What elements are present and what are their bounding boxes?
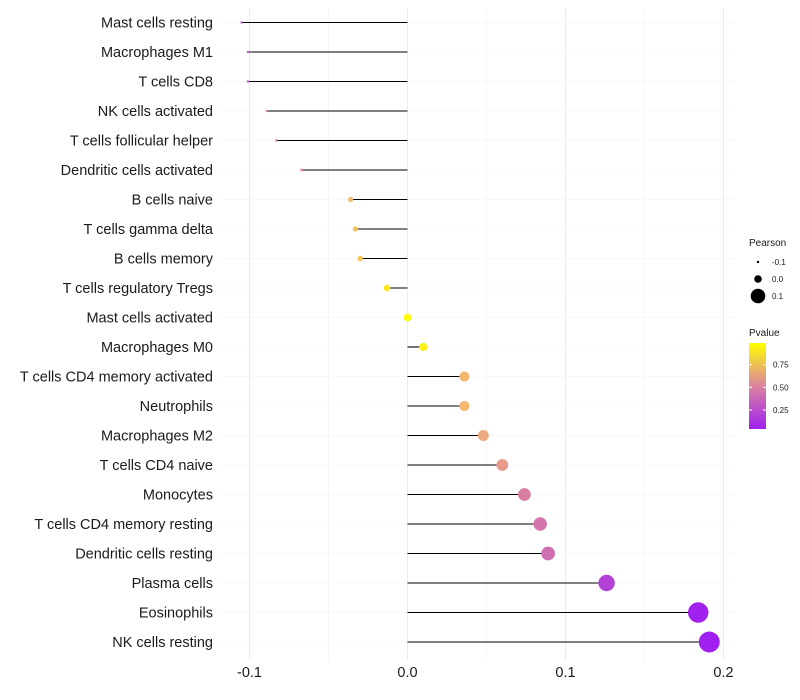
category-label: Plasma cells [132, 576, 213, 592]
size-legend-dot [750, 288, 766, 304]
x-tick-label: 0.2 [713, 665, 733, 681]
category-label: T cells CD4 memory resting [34, 517, 213, 533]
category-label: Eosinophils [139, 606, 213, 622]
category-label: Mast cells resting [101, 16, 213, 32]
data-point [403, 313, 412, 322]
category-label: T cells CD4 memory activated [20, 370, 213, 386]
data-point [348, 196, 354, 203]
data-point [357, 255, 363, 262]
color-legend-bar [749, 343, 766, 429]
x-tick-label: 0.1 [555, 665, 575, 681]
size-legend-title: Pearson [749, 238, 786, 249]
size-legend-label: 0.1 [772, 292, 784, 301]
size-legend-dot [754, 275, 762, 283]
category-label: T cells CD8 [138, 75, 213, 91]
category-label: Macrophages M2 [101, 429, 213, 445]
legend: Pearson -0.1 0.0 0.1 Pvalue 0.75 0.50 0.25 [749, 238, 789, 429]
category-label: NK cells activated [98, 104, 213, 120]
category-label: Macrophages M0 [101, 340, 213, 356]
grid-layer [222, 8, 735, 660]
data-point [459, 371, 470, 382]
color-legend-title: Pvalue [749, 328, 780, 339]
data-point [496, 459, 509, 471]
category-label: Monocytes [143, 488, 213, 504]
size-legend-label: 0.0 [772, 275, 784, 284]
size-legend-dot [756, 260, 760, 264]
category-label: T cells CD4 naive [100, 458, 213, 474]
data-point [518, 488, 531, 501]
category-label: T cells follicular helper [70, 134, 213, 150]
size-legend-label: -0.1 [772, 258, 786, 267]
category-label: B cells memory [114, 252, 214, 268]
data-point [459, 400, 470, 412]
data-point [246, 80, 250, 83]
data-point [477, 430, 489, 441]
category-label: NK cells resting [112, 635, 213, 651]
data-point [352, 226, 358, 232]
data-point [383, 284, 391, 292]
category-label: T cells gamma delta [84, 222, 214, 238]
stem-layer [241, 21, 710, 643]
dot-layer [240, 21, 720, 653]
data-point [265, 109, 269, 113]
category-label: Neutrophils [140, 399, 213, 415]
color-legend-label: 0.25 [773, 406, 789, 415]
data-point [275, 139, 278, 142]
x-tick-label: -0.1 [237, 665, 262, 681]
data-point [300, 168, 304, 172]
data-point [541, 546, 556, 561]
category-label: Dendritic cells activated [61, 163, 213, 179]
data-point [598, 574, 615, 592]
y-axis-labels: Mast cells resting Macrophages M1 T cells … [20, 16, 214, 652]
category-label: Macrophages M1 [101, 45, 213, 61]
category-label: Dendritic cells resting [75, 547, 213, 563]
color-legend-label: 0.50 [773, 383, 789, 392]
category-label: Mast cells activated [86, 311, 213, 327]
data-point [698, 631, 720, 653]
x-axis-ticks: -0.1 0.0 0.1 0.2 [237, 665, 734, 681]
color-legend-label: 0.75 [773, 361, 789, 370]
data-point [419, 342, 428, 352]
color-legend-ticks: 0.75 0.50 0.25 [749, 361, 789, 415]
x-tick-label: 0.0 [397, 665, 417, 681]
data-point [240, 21, 243, 24]
data-point [246, 50, 250, 54]
category-label: B cells naive [132, 193, 213, 209]
size-legend-items: -0.1 0.0 0.1 [750, 258, 786, 304]
data-point [687, 602, 709, 623]
data-point [533, 517, 547, 531]
category-label: T cells regulatory Tregs [63, 281, 213, 297]
